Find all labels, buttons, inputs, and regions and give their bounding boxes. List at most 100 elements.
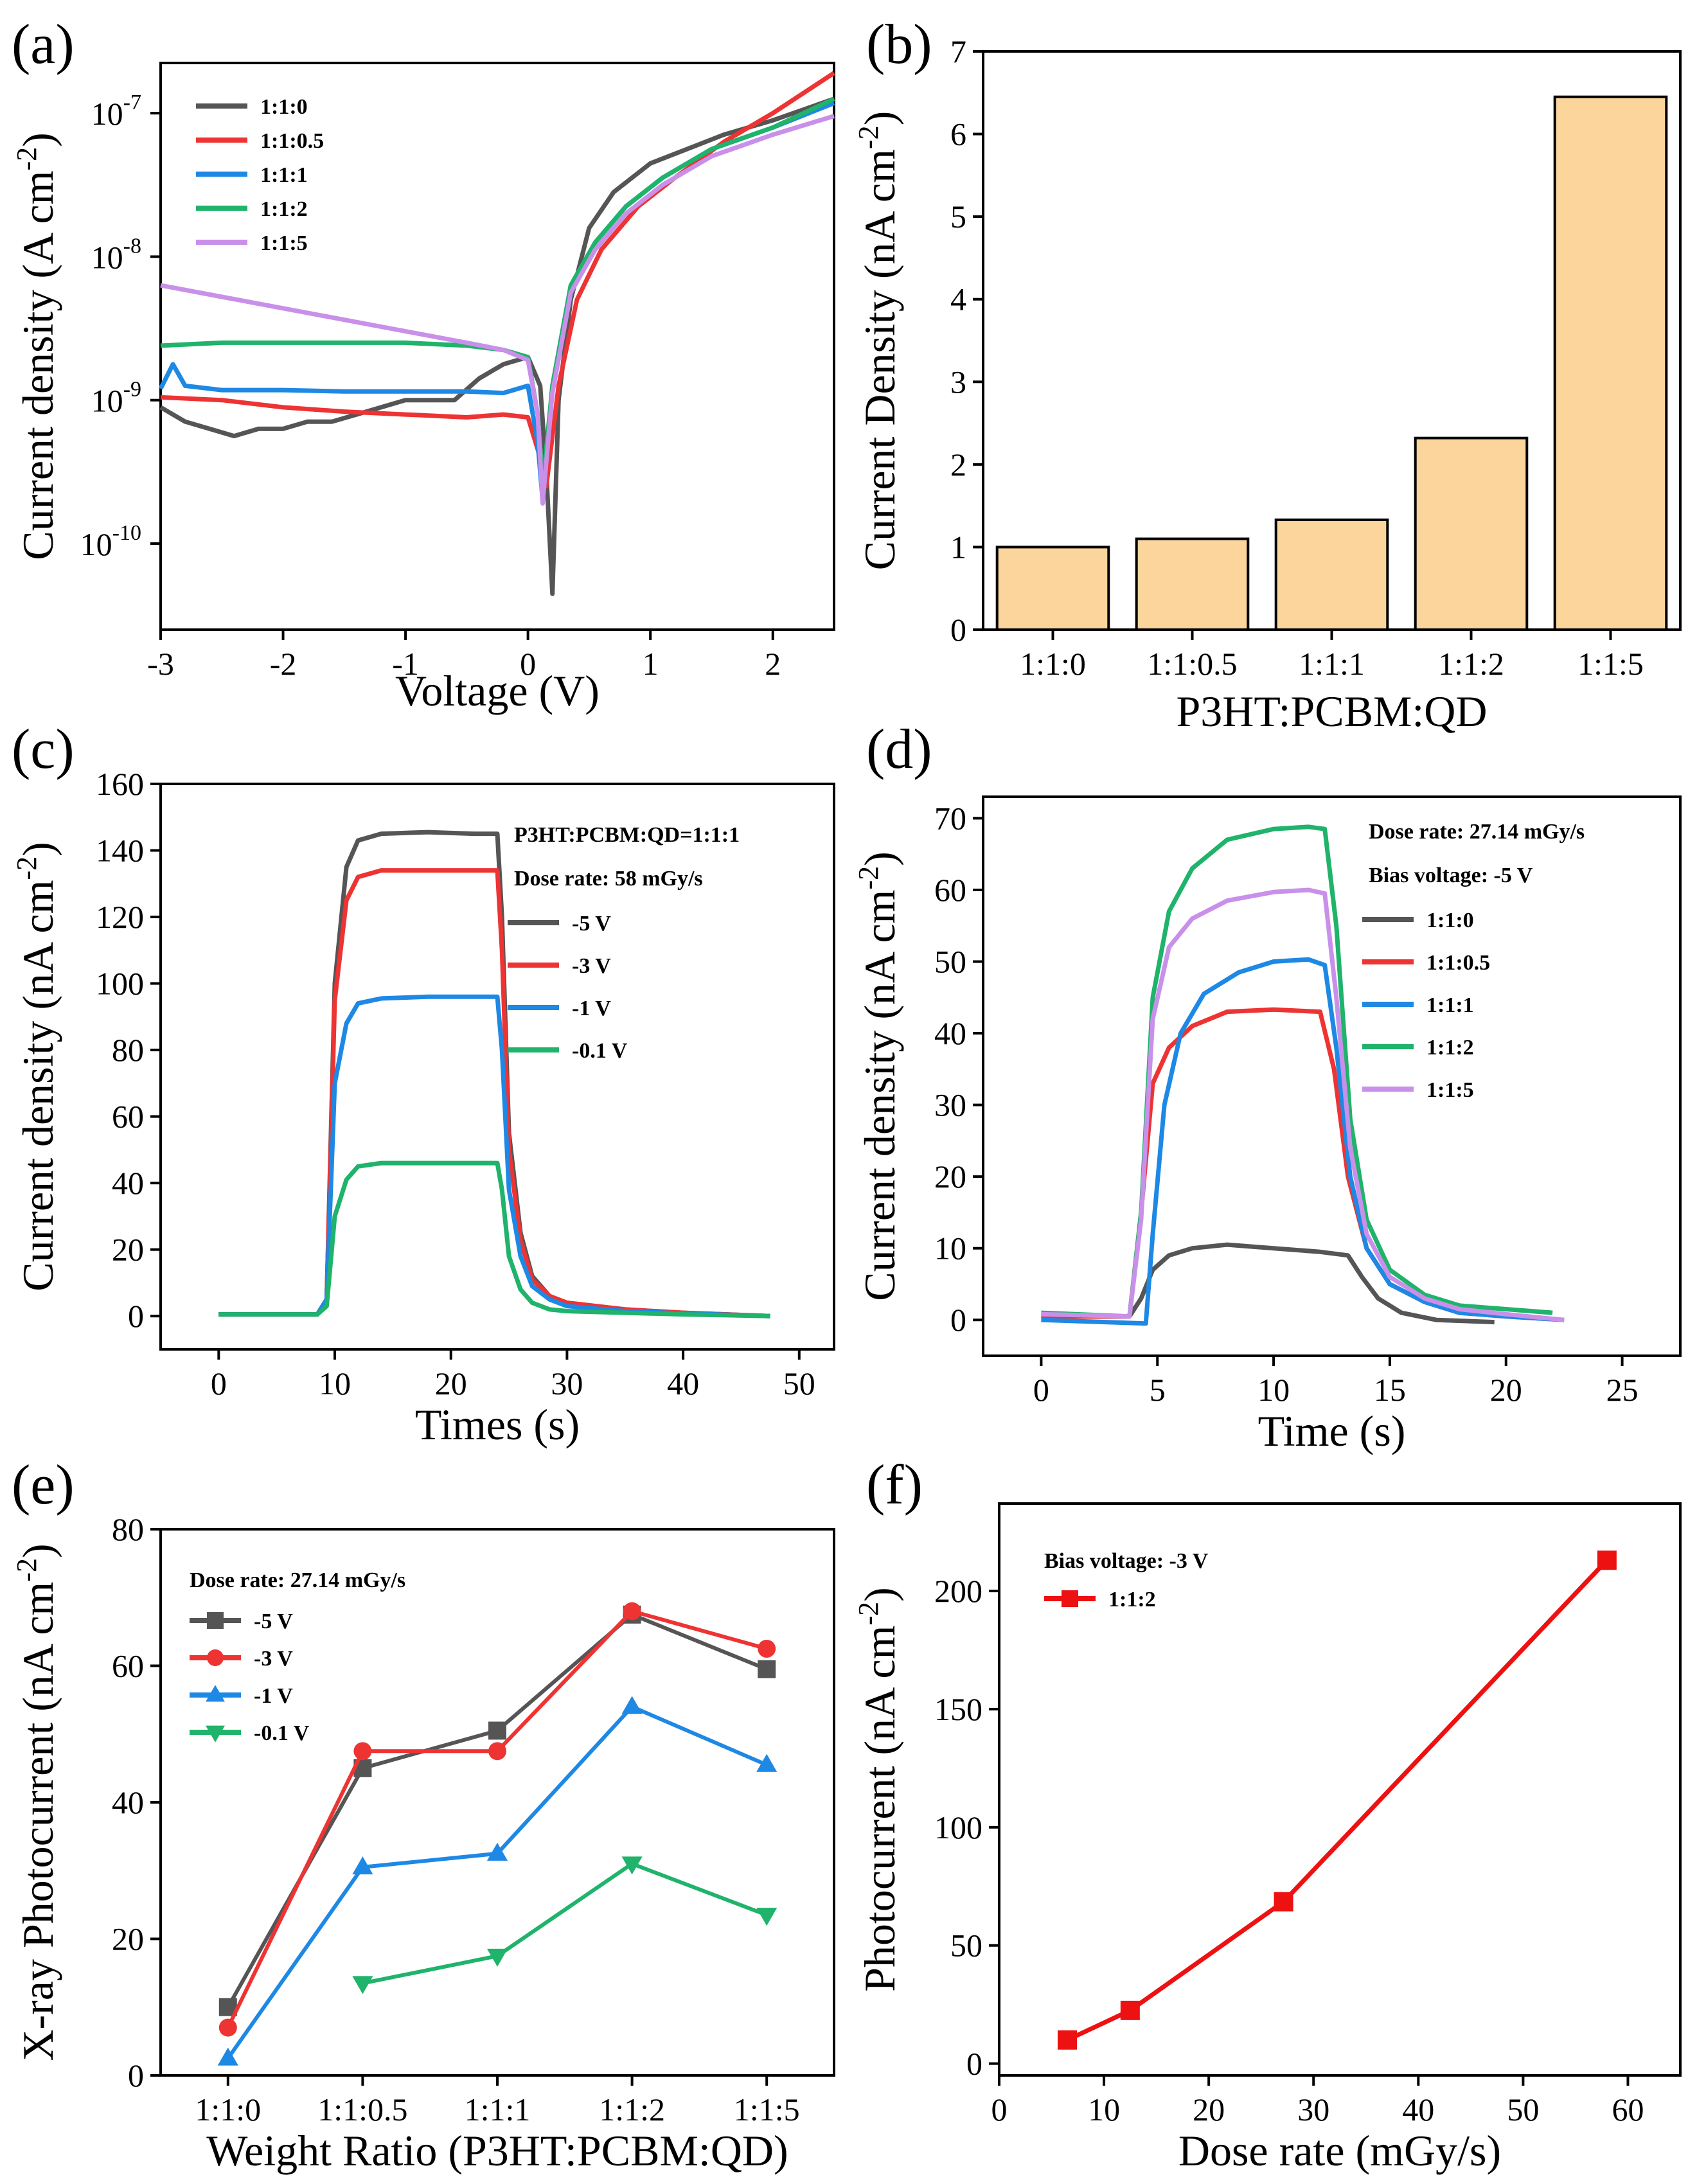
y-tick-label: 0 [128, 2057, 144, 2093]
x-axis-title: Times (s) [415, 1400, 580, 1449]
series-line-1:1:1 [1041, 957, 1565, 1326]
y-axis-title-text: Current density (nA cm [855, 890, 904, 1301]
x-axis-title: P3HT:PCBM:QD [1176, 687, 1487, 736]
x-axis-title: Weight Ratio (P3HT:PCBM:QD) [206, 2126, 788, 2175]
series-line--1 V [218, 994, 770, 1318]
y-axis-title-close: ) [13, 132, 62, 147]
plot-frame [982, 795, 1682, 1357]
x-tick-label: -2 [270, 646, 297, 682]
y-tick-exp: -8 [123, 234, 141, 258]
bar-1:1:0.5 [1135, 537, 1250, 631]
y-tick-base: 10 [91, 239, 123, 275]
bar-1:1:2 [1414, 436, 1529, 631]
marker-triangle-down [621, 1856, 643, 1875]
legend-label: 1:1:5 [260, 231, 308, 255]
y-axis-title-sup: -2 [853, 125, 884, 149]
series-line-1:1:2 [1066, 1558, 1609, 2042]
y-axis-title-sup: -2 [853, 1602, 884, 1626]
y-tick-label: 60 [112, 1099, 144, 1135]
y-tick-base: 10 [91, 96, 123, 132]
annotation: Bias voltage: -3 V [1044, 1549, 1209, 1573]
y-tick-label: 6 [950, 116, 966, 152]
legend-label: -3 V [572, 954, 611, 978]
marker-circle [623, 1602, 641, 1620]
legend-label: 1:1:1 [260, 163, 308, 187]
series-line-1:1:5 [1041, 887, 1565, 1322]
x-tick-label: 1:1:0 [1020, 646, 1086, 682]
marker-square [207, 1612, 224, 1629]
marker-triangle-up [756, 1753, 777, 1772]
series-line-1:1:0 [1041, 1242, 1495, 1325]
y-tick-label: 120 [96, 899, 144, 935]
x-tick-label: 1:1:1 [1299, 646, 1365, 682]
plot-frame [159, 62, 835, 631]
panel-label: (d) [866, 718, 932, 781]
y-tick-label: 40 [112, 1784, 144, 1820]
y-tick-label: 0 [966, 2046, 982, 2082]
x-tick-label: 40 [667, 1365, 699, 1401]
y-tick-label: 100 [96, 966, 144, 1002]
y-tick-label: 60 [934, 872, 966, 908]
y-tick-label: 200 [934, 1573, 982, 1609]
legend-label: 1:1:0 [260, 95, 308, 119]
x-tick-label: 30 [1297, 2091, 1329, 2127]
x-tick-label: 0 [1033, 1372, 1049, 1408]
x-tick-label: 1:1:2 [599, 2091, 665, 2127]
legend-label: 1:1:2 [1426, 1036, 1474, 1060]
y-axis-title-sup: -2 [11, 857, 42, 880]
y-tick-label: 10-8 [91, 234, 141, 275]
legend-label: 1:1:2 [260, 197, 308, 221]
legend-label: 1:1:0.5 [260, 129, 324, 153]
y-axis-title-sup: -2 [853, 866, 884, 890]
plot-frame [982, 50, 1682, 631]
marker-circle [353, 1742, 372, 1761]
y-axis-title-close: ) [855, 1587, 904, 1602]
x-tick-label: 0 [991, 2091, 1008, 2127]
series-line-1:1:0.5 [1041, 1007, 1565, 1322]
marker-square [758, 1660, 776, 1678]
x-tick-label: 10 [319, 1365, 351, 1401]
y-tick-base: 10 [91, 383, 123, 419]
panel-label: (c) [12, 718, 75, 781]
y-tick-label: 50 [934, 944, 966, 980]
x-tick-label: 1:1:1 [465, 2091, 531, 2127]
legend-label: -0.1 V [572, 1039, 628, 1063]
marker-triangle-up [486, 1842, 508, 1861]
annotation: P3HT:PCBM:QD=1:1:1 [514, 823, 740, 847]
x-tick-label: 10 [1088, 2091, 1120, 2127]
panel-a: (a)Current density (A cm-2)Voltage (V)-3… [11, 13, 835, 715]
x-tick-label: 1:1:0.5 [317, 2091, 407, 2127]
panel-d: (d) Current density (nA cm-2) Time (s) 0 5 10… [853, 718, 1682, 1455]
marker-triangle-up [621, 1696, 643, 1714]
y-tick-exp: -10 [112, 521, 141, 545]
legend-label: 1:1:5 [1426, 1078, 1474, 1102]
legend-label: -5 V [572, 912, 611, 936]
y-axis-title: Current density (nA cm-2) [11, 842, 62, 1292]
y-tick-label: 10-7 [91, 91, 141, 132]
x-tick-label: 60 [1612, 2091, 1644, 2127]
marker-triangle-down [486, 1948, 508, 1967]
legend-label: -1 V [254, 1684, 293, 1708]
x-tick-label: 15 [1374, 1372, 1406, 1408]
panel-e: (e) X-ray Photocurrent (nA cm-2) Weight Ra… [11, 1454, 835, 2175]
marker-square [1597, 1550, 1617, 1570]
y-tick-label: 10-9 [91, 378, 141, 419]
y-axis-title: Current Density (nA cm-2) [853, 111, 904, 571]
y-axis-title: Current density (A cm-2) [11, 132, 62, 560]
y-tick-exp: -7 [123, 91, 141, 114]
y-axis-title-text: X-ray Photocurrent (nA cm [13, 1582, 62, 2061]
x-tick-label: 50 [1507, 2091, 1539, 2127]
x-tick-label: 50 [783, 1365, 815, 1401]
y-axis-title-close: ) [855, 111, 904, 126]
y-tick-label: 0 [128, 1298, 144, 1334]
x-tick-label: -3 [147, 646, 174, 682]
x-tick-label: -1 [392, 646, 419, 682]
annotation: Dose rate: 27.14 mGy/s [1369, 820, 1585, 844]
marker-circle [207, 1649, 224, 1666]
marker-square [1120, 2000, 1140, 2020]
marker-square [1062, 1590, 1078, 1607]
plot-frame [998, 1502, 1682, 2077]
y-tick-label: 10-10 [80, 521, 141, 562]
y-axis-title-sup: -2 [11, 1558, 42, 1582]
